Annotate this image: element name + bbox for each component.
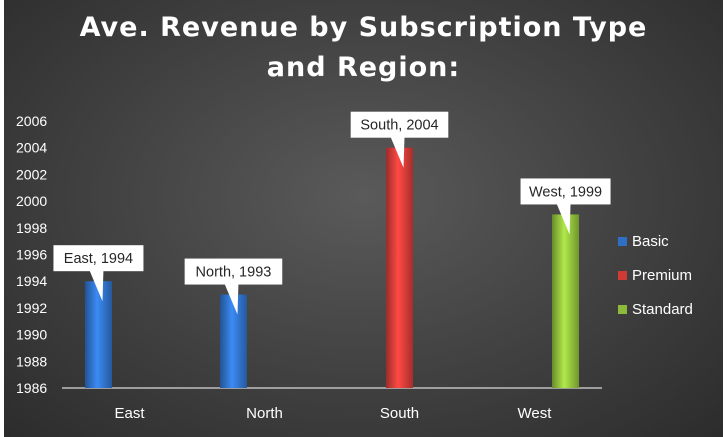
- data-label-pointer: [390, 136, 405, 168]
- bar: [552, 214, 580, 388]
- y-tick-label: 1994: [16, 273, 47, 289]
- x-tick-label: South: [380, 405, 419, 422]
- y-tick-label: 1986: [16, 380, 47, 396]
- y-tick-label: 2006: [16, 113, 47, 129]
- y-tick-label: 1988: [16, 353, 47, 369]
- data-label: West, 1999: [529, 184, 602, 200]
- bar: [84, 281, 112, 388]
- x-tick-label: East: [114, 405, 145, 422]
- legend-item-standard: Standard: [618, 292, 693, 326]
- y-tick-label: 2004: [16, 140, 47, 156]
- chart-title: Ave. Revenue by Subscription Type and Re…: [4, 8, 723, 88]
- data-label: East, 1994: [64, 251, 133, 267]
- data-label-pointer: [89, 270, 104, 302]
- data-label-box: [350, 111, 449, 138]
- bar: [219, 294, 247, 388]
- legend-swatch-standard: [618, 304, 627, 314]
- data-label-pointer: [556, 203, 571, 235]
- x-tick-label: West: [518, 405, 553, 422]
- legend-label-basic: Basic: [632, 232, 669, 250]
- y-tick-label: 1998: [16, 220, 47, 236]
- data-label-pointer: [224, 283, 239, 315]
- legend-swatch-basic: [618, 236, 627, 246]
- data-label-box: [53, 245, 144, 272]
- data-label-box: [520, 178, 611, 205]
- legend-item-premium: Premium: [618, 258, 693, 292]
- y-tick-label: 1996: [16, 247, 47, 263]
- chart-title-line-2: and Region:: [266, 52, 461, 83]
- y-tick-label: 2002: [16, 166, 47, 182]
- x-tick-label: North: [246, 405, 283, 422]
- legend-label-standard: Standard: [632, 300, 693, 318]
- legend: Basic Premium Standard: [618, 224, 693, 326]
- data-label: South, 2004: [360, 118, 438, 134]
- data-label-box: [184, 258, 283, 285]
- legend-swatch-premium: [618, 270, 627, 280]
- data-label: North, 1993: [196, 265, 272, 281]
- chart-area: Ave. Revenue by Subscription Type and Re…: [4, 0, 723, 437]
- bar-chart: 1986 1988 1990 1992 1994 1996 1998 2000 2002 2004…: [16, 111, 611, 422]
- bar: [386, 147, 413, 388]
- y-tick-label: 2000: [16, 193, 47, 209]
- legend-item-basic: Basic: [618, 224, 693, 258]
- y-tick-label: 1990: [16, 327, 47, 343]
- y-tick-label: 1992: [16, 300, 47, 316]
- chart-title-line-1: Ave. Revenue by Subscription Type: [79, 12, 648, 43]
- legend-label-premium: Premium: [632, 266, 693, 284]
